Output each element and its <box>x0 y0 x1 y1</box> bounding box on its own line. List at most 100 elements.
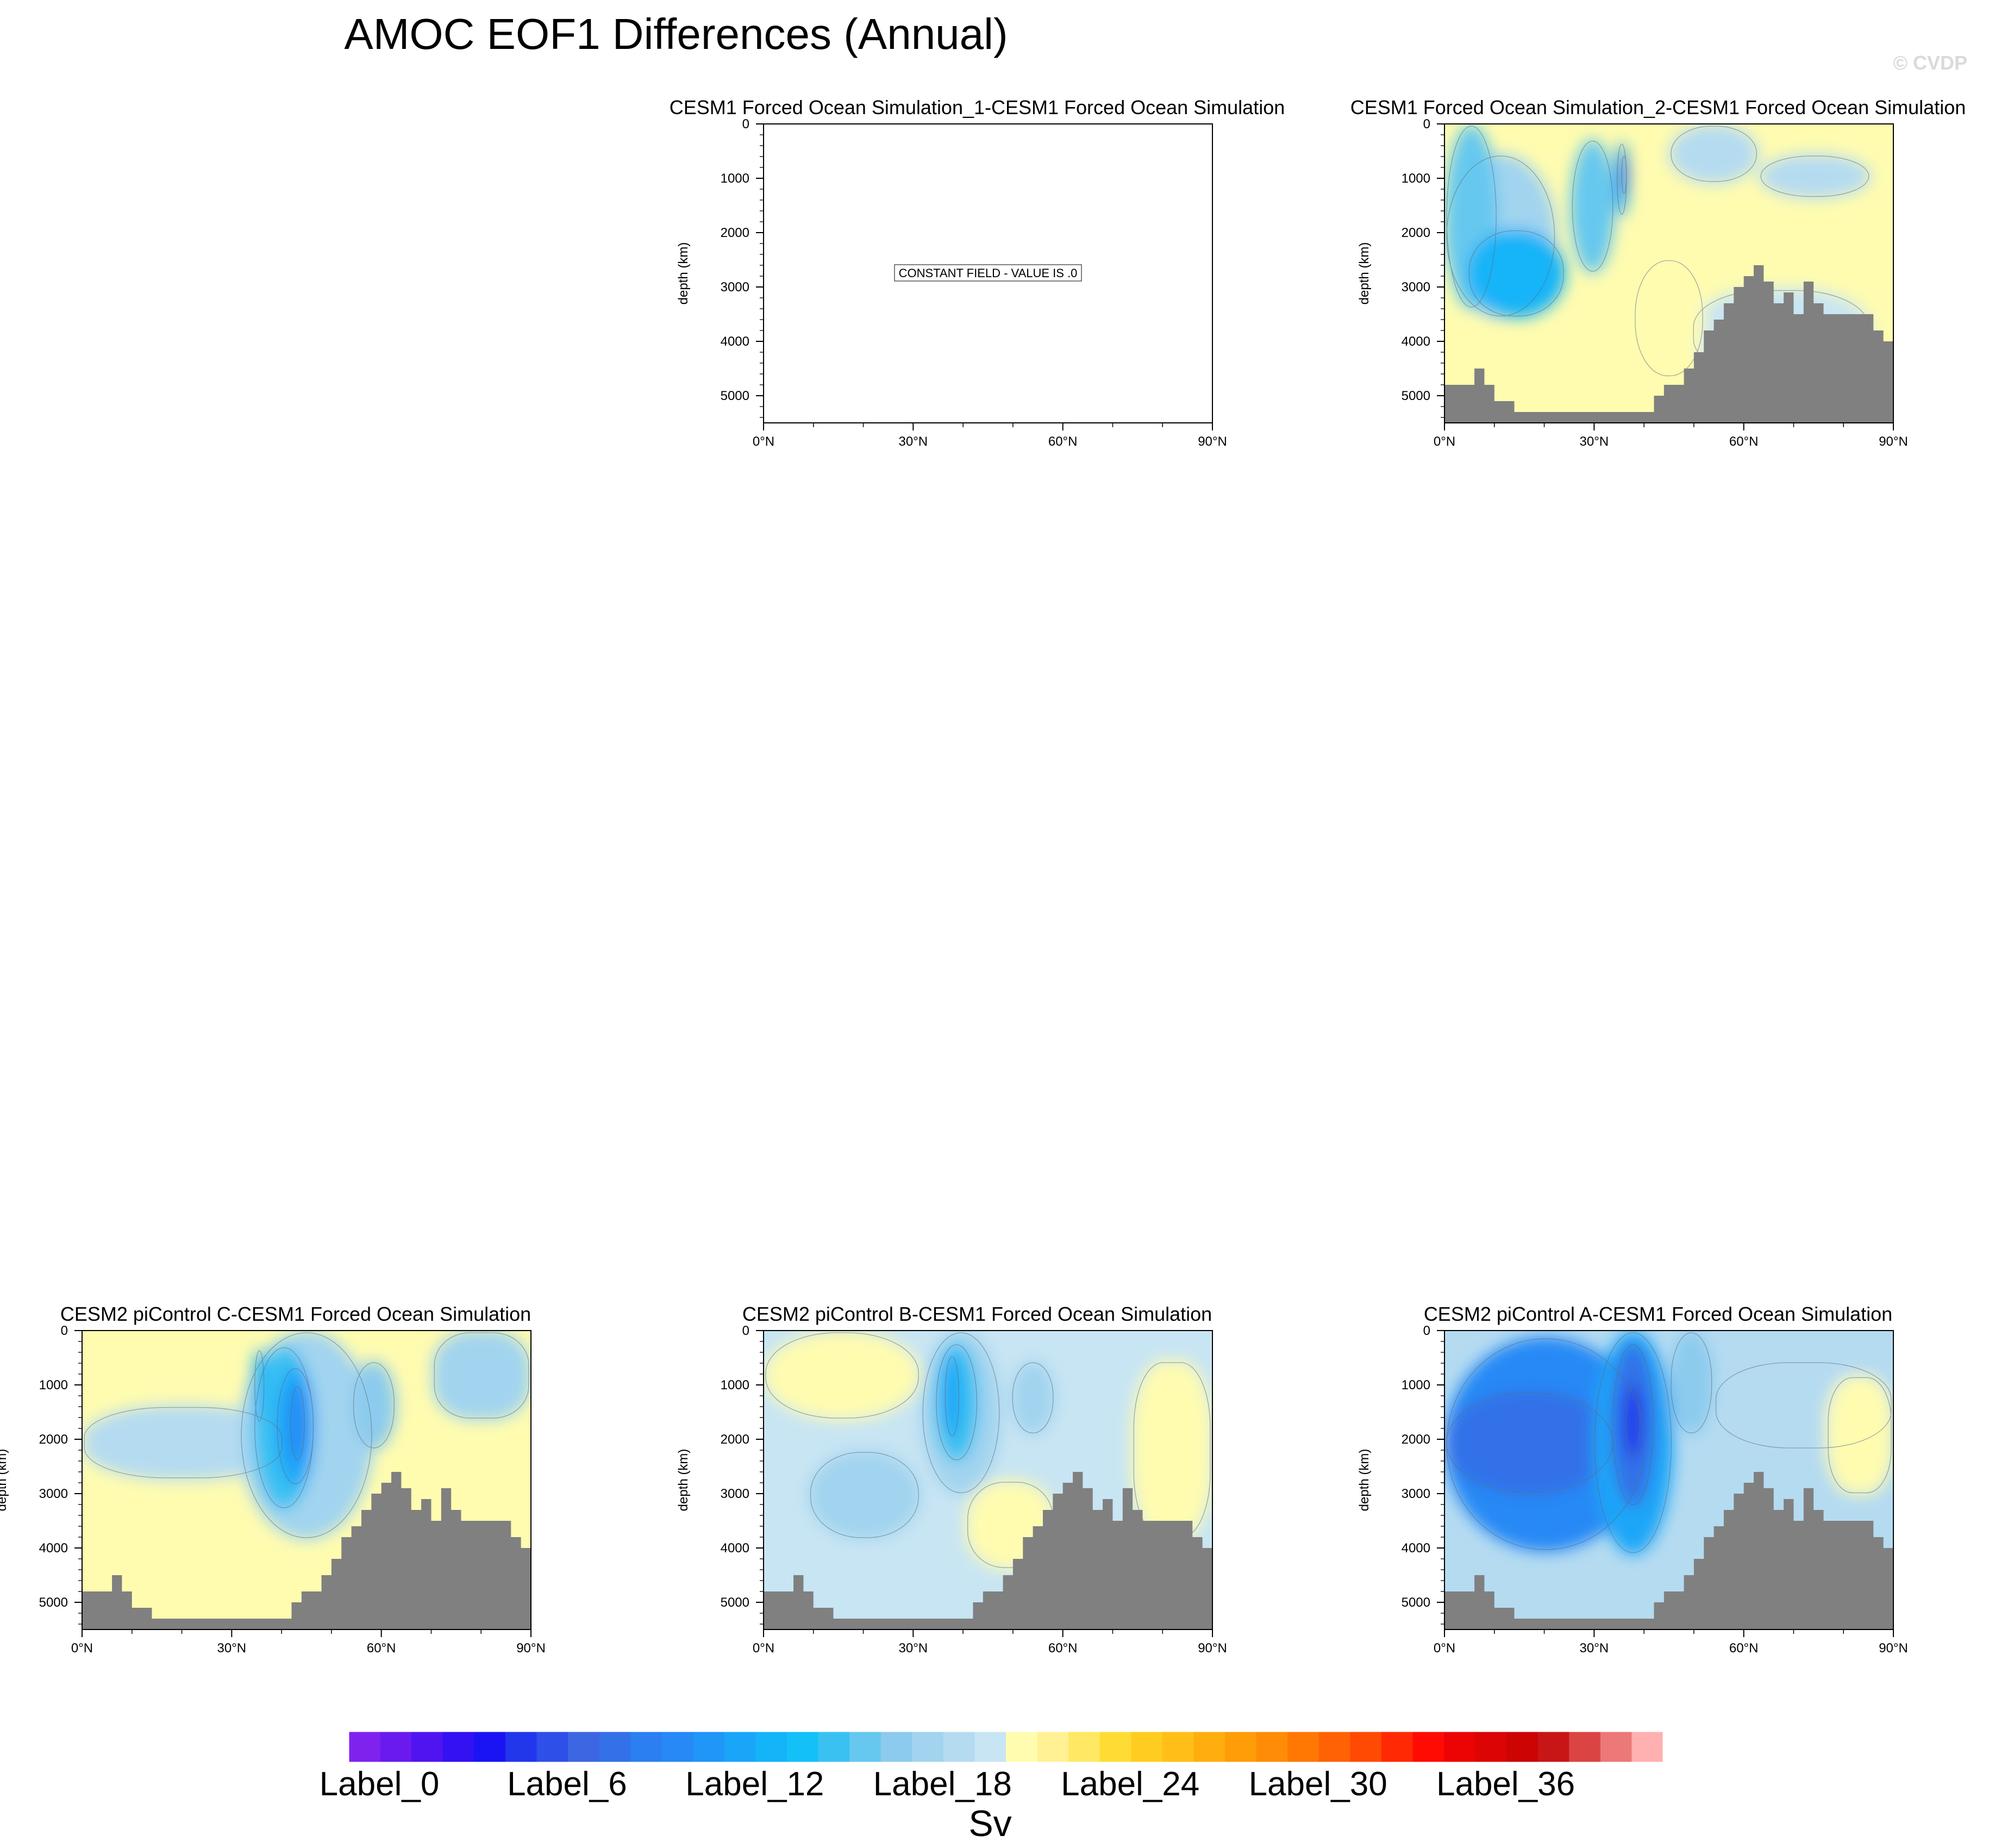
colorbar-frame <box>348 1731 1663 1763</box>
panel-title: CESM1 Forced Ocean Simulation_1-CESM1 Fo… <box>670 96 1285 118</box>
contour-line <box>254 1350 265 1422</box>
colorbar-swatch <box>818 1732 850 1762</box>
colorbar-swatch <box>1412 1732 1444 1762</box>
y-tick-label: 0 <box>742 1323 749 1338</box>
contour-line <box>810 1452 919 1538</box>
bathymetry-mask <box>82 1472 531 1630</box>
figure-title: AMOC EOF1 Differences (Annual) <box>344 10 1008 58</box>
colorbar-swatch <box>1225 1732 1257 1762</box>
x-tick-label: 90°N <box>516 1641 546 1656</box>
y-tick-label: 5000 <box>1402 389 1430 403</box>
x-tick-label: 60°N <box>367 1641 396 1656</box>
plot-frame <box>82 1330 531 1630</box>
colorbar-swatch <box>943 1732 975 1762</box>
panels: CONSTANT FIELD - VALUE IS .0 CESM1 Forced… <box>0 96 1966 1656</box>
contour-line <box>1446 126 1497 308</box>
contour-line <box>1635 260 1703 377</box>
contour-field <box>1444 124 1893 423</box>
colorbar-swatch <box>1287 1732 1319 1762</box>
y-tick-label: 3000 <box>1402 1487 1430 1501</box>
colorbar-swatch <box>1444 1732 1476 1762</box>
y-tick-label: 5000 <box>1402 1595 1430 1610</box>
y-tick-label: 3000 <box>1402 280 1430 295</box>
colorbar-swatch <box>755 1732 787 1762</box>
colorbar-swatch <box>1537 1732 1569 1762</box>
colorbar-swatch <box>1256 1732 1288 1762</box>
bathymetry-mask <box>764 1472 1212 1630</box>
contour-line <box>1715 1362 1892 1449</box>
contour-field <box>764 1331 1212 1630</box>
contour-line <box>1012 1362 1054 1434</box>
colorbar-swatch <box>1162 1732 1195 1762</box>
colorbar-swatch <box>599 1732 631 1762</box>
x-tick-label: 0°N <box>1434 434 1455 449</box>
panel-4: CESM2 piControl B-CESM1 Forced Ocean Sim… <box>676 1303 1227 1656</box>
x-tick-label: 30°N <box>899 1641 928 1656</box>
contour-region <box>808 1450 921 1540</box>
colorbar-swatch <box>1350 1732 1382 1762</box>
panel-1: CONSTANT FIELD - VALUE IS .0 CESM1 Forced… <box>670 96 1285 449</box>
contour-region <box>351 1360 397 1450</box>
y-axis-label: depth (km) <box>1357 242 1372 305</box>
contour-line <box>1572 140 1613 272</box>
constant-field-note: CONSTANT FIELD - VALUE IS .0 <box>899 266 1078 280</box>
colorbar-swatch <box>880 1732 912 1762</box>
y-tick-label: 1000 <box>1402 1378 1430 1393</box>
y-tick-label: 2000 <box>721 226 749 240</box>
contour-line <box>241 1332 372 1538</box>
colorbar-label: Label_30 <box>1249 1765 1387 1803</box>
colorbar-swatch <box>661 1732 693 1762</box>
y-tick-label: 1000 <box>721 1378 749 1393</box>
y-tick-label: 4000 <box>721 1541 749 1556</box>
x-tick-label: 60°N <box>1048 434 1078 449</box>
y-tick-label: 0 <box>61 1323 68 1338</box>
colorbar-swatch <box>849 1732 881 1762</box>
x-tick-label: 0°N <box>753 434 774 449</box>
y-tick-label: 1000 <box>39 1378 68 1393</box>
plot-frame <box>763 1330 1213 1630</box>
plot-frame <box>1444 1330 1894 1630</box>
contour-region <box>1759 154 1871 199</box>
contour-region <box>1010 1360 1055 1435</box>
colorbar-swatch <box>1037 1732 1069 1762</box>
panel-5: CESM2 piControl A-CESM1 Forced Ocean Sim… <box>1357 1303 1908 1656</box>
constant-field-box <box>894 264 1082 282</box>
contour-region <box>1444 1390 1615 1495</box>
colorbar-label: Label_12 <box>685 1765 824 1803</box>
panel-title: CESM1 Forced Ocean Simulation_2-CESM1 Fo… <box>1350 96 1966 118</box>
x-tick-label: 30°N <box>1580 1641 1609 1656</box>
x-tick-label: 60°N <box>1048 1641 1078 1656</box>
colorbar-swatch <box>1099 1732 1131 1762</box>
y-tick-label: 2000 <box>39 1432 68 1447</box>
colorbar-swatch <box>474 1732 506 1762</box>
contour-line <box>922 1332 1000 1494</box>
contour-field <box>82 1331 531 1630</box>
colorbar-unit: Sv <box>968 1803 1011 1844</box>
colorbar-swatch <box>1068 1732 1100 1762</box>
y-axis-label: depth (km) <box>0 1449 9 1512</box>
contour-line <box>1612 1344 1654 1506</box>
x-tick-label: 0°N <box>1434 1641 1455 1656</box>
colorbar-swatch <box>505 1732 537 1762</box>
colorbar-swatch <box>974 1732 1006 1762</box>
y-tick-label: 0 <box>742 117 749 132</box>
contour-line <box>353 1362 395 1449</box>
colorbar-swatch <box>912 1732 944 1762</box>
y-tick-label: 2000 <box>1402 226 1430 240</box>
contour-region <box>943 1354 961 1438</box>
colorbar-label: Label_24 <box>1061 1765 1199 1803</box>
contour-line <box>1468 230 1564 317</box>
colorbar-label: Label_18 <box>873 1765 1012 1803</box>
contour-region <box>1826 1375 1893 1495</box>
y-tick-label: 3000 <box>721 1487 749 1501</box>
contour-line <box>1625 1386 1641 1458</box>
contour-line <box>277 1368 314 1484</box>
x-tick-label: 30°N <box>899 434 928 449</box>
contour-region <box>1669 1331 1714 1435</box>
contour-region <box>1131 1360 1212 1540</box>
colorbar: Label_0 Label_6 Label_12 Label_18 Label_24 La… <box>320 1731 1663 1844</box>
contour-line <box>1671 1332 1712 1434</box>
contour-region <box>288 1384 307 1462</box>
y-tick-label: 0 <box>1423 117 1430 132</box>
